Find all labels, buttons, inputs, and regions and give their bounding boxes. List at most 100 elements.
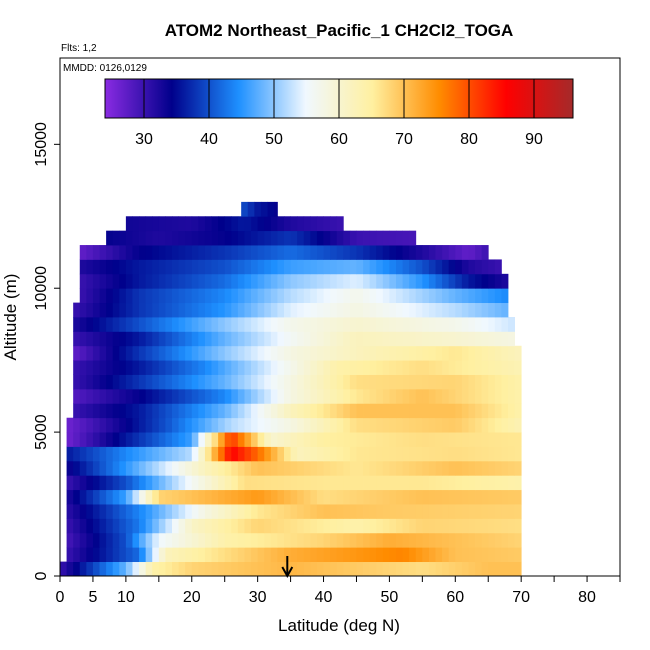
- heatmap-cell: [435, 302, 443, 318]
- heatmap-cell: [428, 317, 436, 332]
- heatmap-cell: [92, 446, 100, 462]
- heatmap-cell: [501, 317, 509, 332]
- heatmap-cell: [488, 259, 496, 275]
- heatmap-cell: [106, 446, 114, 462]
- heatmap-cell: [73, 518, 81, 534]
- heatmap-cell: [290, 345, 298, 361]
- heatmap-cell: [422, 547, 430, 563]
- heatmap-cell: [244, 518, 252, 534]
- heatmap-cell: [270, 460, 278, 476]
- heatmap-cell: [139, 230, 147, 246]
- heatmap-cell: [356, 460, 364, 476]
- heatmap-cell: [270, 216, 278, 232]
- heatmap-cell: [461, 360, 469, 375]
- heatmap-cell: [139, 518, 147, 534]
- heatmap-cell: [218, 532, 226, 548]
- heatmap-cell: [112, 345, 120, 361]
- heatmap-cell: [145, 288, 153, 304]
- heatmap-cell: [396, 388, 403, 404]
- heatmap-cell: [422, 432, 430, 447]
- heatmap-cell: [172, 460, 179, 476]
- heatmap-cell: [231, 288, 239, 304]
- heatmap-cell: [349, 302, 357, 318]
- heatmap-cell: [468, 417, 476, 433]
- heatmap-cell: [191, 547, 199, 563]
- heatmap-cell: [349, 432, 357, 447]
- heatmap-cell: [290, 245, 298, 260]
- heatmap-cell: [402, 547, 410, 563]
- heatmap-cell: [290, 403, 298, 419]
- heatmap-cell: [336, 288, 344, 304]
- heatmap-cell: [330, 518, 338, 534]
- heatmap-cell: [106, 561, 114, 576]
- heatmap-cell: [132, 360, 140, 375]
- heatmap-cell: [92, 302, 100, 318]
- heatmap-cell: [211, 374, 219, 390]
- heatmap-cell: [198, 374, 206, 390]
- heatmap-cell: [198, 403, 206, 419]
- heatmap-cell: [79, 561, 87, 576]
- heatmap-cell: [79, 245, 87, 260]
- heatmap-cell: [323, 317, 331, 332]
- heatmap-cell: [316, 230, 324, 246]
- heatmap-cell: [415, 302, 423, 318]
- heatmap-cell: [396, 288, 403, 304]
- heatmap-cell: [468, 475, 476, 491]
- heatmap-cell: [165, 518, 173, 534]
- heatmap-cell: [290, 504, 298, 519]
- heatmap-cell: [310, 547, 318, 563]
- heatmap-cell: [442, 518, 450, 534]
- heatmap-cell: [422, 489, 430, 505]
- heatmap-cell: [369, 475, 377, 491]
- heatmap-cell: [363, 317, 371, 332]
- heatmap-cell: [270, 403, 278, 419]
- heatmap-cell: [237, 345, 245, 361]
- heatmap-cell: [455, 561, 463, 576]
- heatmap-cell: [251, 374, 259, 390]
- x-axis: 0 5 10 20 30 40 50 60 70 80: [56, 576, 621, 606]
- heatmap-cell: [290, 360, 298, 375]
- heatmap-cell: [442, 460, 450, 476]
- heatmap-cell: [402, 504, 410, 519]
- heatmap-cell: [422, 504, 430, 519]
- heatmap-cell: [448, 532, 456, 548]
- heatmap-cell: [468, 518, 476, 534]
- heatmap-cell: [264, 460, 272, 476]
- heatmap-cell: [349, 489, 357, 505]
- heatmap-cell: [251, 518, 259, 534]
- heatmap-cell: [336, 417, 344, 433]
- heatmap-cell: [284, 374, 291, 390]
- heatmap-cell: [290, 230, 298, 246]
- heatmap-cell: [244, 273, 252, 289]
- heatmap-cell: [448, 288, 456, 304]
- heatmap-cell: [92, 259, 100, 275]
- heatmap-cell: [336, 489, 344, 505]
- heatmap-cell: [172, 504, 179, 519]
- heatmap-cell: [92, 489, 100, 505]
- heatmap-cell: [139, 374, 147, 390]
- heatmap-cell: [389, 230, 397, 246]
- heatmap-cell: [158, 317, 166, 332]
- heatmap-cell: [73, 374, 81, 390]
- heatmap-cell: [106, 360, 114, 375]
- heatmap-cell: [254, 201, 262, 217]
- heatmap-cell: [99, 273, 107, 289]
- heatmap-cell: [211, 504, 219, 519]
- heatmap-cell: [290, 446, 298, 462]
- heatmap-cell: [494, 446, 502, 462]
- heatmap-cell: [297, 273, 305, 289]
- heatmap-cell: [488, 302, 496, 318]
- heatmap-cell: [330, 489, 338, 505]
- heatmap-cell: [86, 273, 94, 289]
- heatmap-cell: [468, 360, 476, 375]
- heatmap-cell: [132, 561, 140, 576]
- heatmap-cell: [178, 460, 186, 476]
- heatmap-cell: [152, 245, 160, 260]
- heatmap-cell: [376, 360, 384, 375]
- heatmap-cell: [224, 504, 232, 519]
- heatmap-cell: [376, 446, 384, 462]
- heatmap-cell: [468, 432, 476, 447]
- heatmap-cell: [461, 331, 469, 347]
- heatmap-cell: [455, 317, 463, 332]
- heatmap-cell: [158, 273, 166, 289]
